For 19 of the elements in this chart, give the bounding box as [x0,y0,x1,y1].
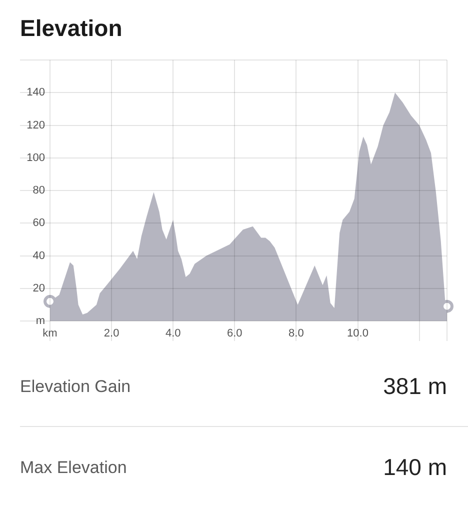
y-tick-label: 100 [26,152,45,164]
y-tick-label: 60 [32,217,45,230]
y-tick-label: 20 [32,282,45,294]
y-tick-label: 140 [26,86,45,99]
x-tick-label: 8.0 [288,328,304,340]
text: 140 m [383,453,447,481]
x-tick-label: km [42,328,58,340]
y-tick-label: m [36,315,45,328]
x-tick-label: 2.0 [104,328,120,340]
y-tick-label: 120 [26,119,45,132]
x-tick-label: 4.0 [165,328,181,340]
text: Max Elevation [20,457,127,479]
text: 381 m [383,372,447,400]
x-tick-label: 10.0 [347,328,368,340]
chart-title: Elevation [20,14,122,42]
y-tick-label: 40 [32,250,45,262]
text: Elevation Gain [20,376,131,398]
x-tick-label: 6.0 [227,328,242,340]
y-tick-label: 80 [32,184,45,197]
